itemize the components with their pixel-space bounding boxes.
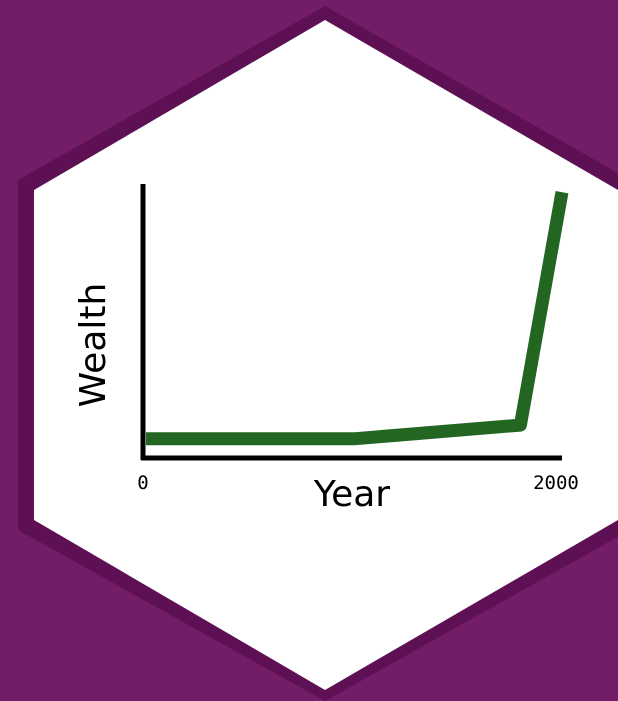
series-line-0	[146, 191, 569, 446]
plot-area: 0 2000 Year Wealth	[73, 184, 579, 515]
hexagon-face	[34, 20, 618, 690]
y-axis-label: Wealth	[73, 283, 114, 408]
series-layer	[146, 191, 569, 446]
x-tick-label-start: 0	[137, 472, 148, 494]
x-axis-label: Year	[313, 474, 390, 515]
x-tick-label-end: 2000	[533, 472, 579, 494]
